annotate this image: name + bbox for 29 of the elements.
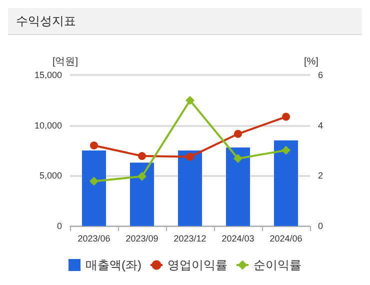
legend-label: 순이익률 xyxy=(253,258,302,272)
y2-axis-title: [%] xyxy=(304,56,319,68)
legend-label: 매출액(좌) xyxy=(86,258,142,272)
point xyxy=(90,141,98,150)
point xyxy=(282,146,290,155)
x-tick-label: 2023/09 xyxy=(126,234,158,244)
point xyxy=(234,130,242,138)
y-axis-title: [억원] xyxy=(52,56,78,68)
y-tick-label: 10,000 xyxy=(34,120,62,130)
point xyxy=(234,154,242,164)
x-tick-label: 2024/06 xyxy=(270,234,302,244)
x-tick-label: 2023/06 xyxy=(78,234,110,244)
y-tick-label: 15,000 xyxy=(34,70,62,80)
y2-tick-label: 4 xyxy=(318,120,324,130)
y2-tick-label: 2 xyxy=(318,170,324,181)
x-tick-label: 2024/03 xyxy=(222,234,254,244)
point xyxy=(90,176,98,186)
point xyxy=(138,172,146,181)
point xyxy=(186,96,194,105)
point xyxy=(138,152,146,160)
chart-title: 수익성지표 xyxy=(8,8,362,35)
y-tick-label: 0 xyxy=(56,221,62,231)
legend-label: 영업이익률 xyxy=(167,258,228,272)
y-tick-label: 5,000 xyxy=(39,170,62,181)
x-tick-label: 2023/12 xyxy=(174,234,206,244)
y2-tick-label: 0 xyxy=(318,221,324,231)
y2-tick-label: 6 xyxy=(318,70,324,80)
point xyxy=(282,112,290,121)
point xyxy=(186,152,194,161)
